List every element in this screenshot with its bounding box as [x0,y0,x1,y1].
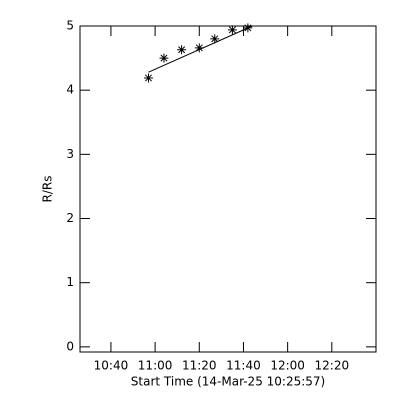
y-tick-label: 5 [66,19,74,33]
x-axis-label: Start Time (14-Mar-25 10:25:57) [131,375,325,389]
data-point [143,73,153,83]
x-tick-label: 12:20 [315,359,350,373]
data-point [159,53,169,63]
y-tick-label: 4 [66,83,74,97]
x-tick-label: 10:40 [94,359,129,373]
x-tick-label: 11:20 [182,359,217,373]
data-point [194,43,204,53]
data-point [177,45,187,55]
y-tick-label: 1 [66,275,74,289]
data-point [210,34,220,44]
data-point [227,25,237,35]
x-tick-label: 12:00 [270,359,305,373]
x-tick-label: 11:40 [226,359,261,373]
y-tick-label: 2 [66,211,74,225]
x-tick-label: 11:00 [138,359,173,373]
data-point [243,23,253,33]
y-tick-label: 3 [66,147,74,161]
plot-frame [79,25,377,353]
y-axis-label: R/Rs [41,176,55,203]
y-tick-label: 0 [66,339,74,353]
